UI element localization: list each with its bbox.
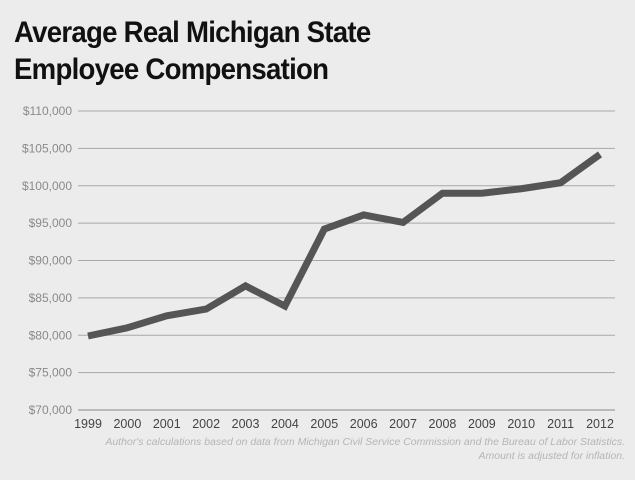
chart-title-line-2: Employee Compensation (14, 53, 329, 86)
series-line (87, 151, 603, 340)
chart-title-line-1: Average Real Michigan State (14, 16, 371, 49)
source-note: Author's calculations based on data from… (105, 436, 625, 448)
x-tick-label: 2011 (547, 417, 574, 431)
inflation-note: Amount is adjusted for inflation. (478, 450, 626, 462)
x-tick-label: 2001 (153, 417, 181, 431)
x-tick-label: 1999 (74, 417, 102, 431)
x-tick-label: 2003 (232, 417, 260, 431)
x-tick-label: 2002 (192, 417, 220, 431)
x-tick-label: 2007 (389, 417, 417, 431)
y-tick-label: $95,000 (29, 216, 73, 230)
y-tick-label: $85,000 (29, 291, 73, 305)
x-tick-label: 2005 (310, 417, 338, 431)
x-tick-label: 2012 (586, 417, 614, 431)
x-tick-label: 2008 (429, 417, 457, 431)
y-tick-label: $80,000 (29, 328, 73, 342)
y-tick-label: $90,000 (29, 254, 73, 268)
y-tick-label: $100,000 (22, 179, 72, 193)
x-tick-label: 2006 (350, 417, 378, 431)
chart-title: Average Real Michigan State Employee Com… (14, 14, 437, 88)
x-tick-label: 2004 (271, 417, 299, 431)
y-tick-label: $105,000 (22, 141, 72, 155)
x-tick-label: 2009 (468, 417, 496, 431)
x-tick-label: 2000 (113, 417, 141, 431)
y-tick-label: $70,000 (29, 403, 73, 417)
x-tick-label: 2010 (507, 417, 535, 431)
y-tick-label: $110,000 (23, 104, 72, 118)
y-tick-label: $75,000 (29, 366, 73, 380)
